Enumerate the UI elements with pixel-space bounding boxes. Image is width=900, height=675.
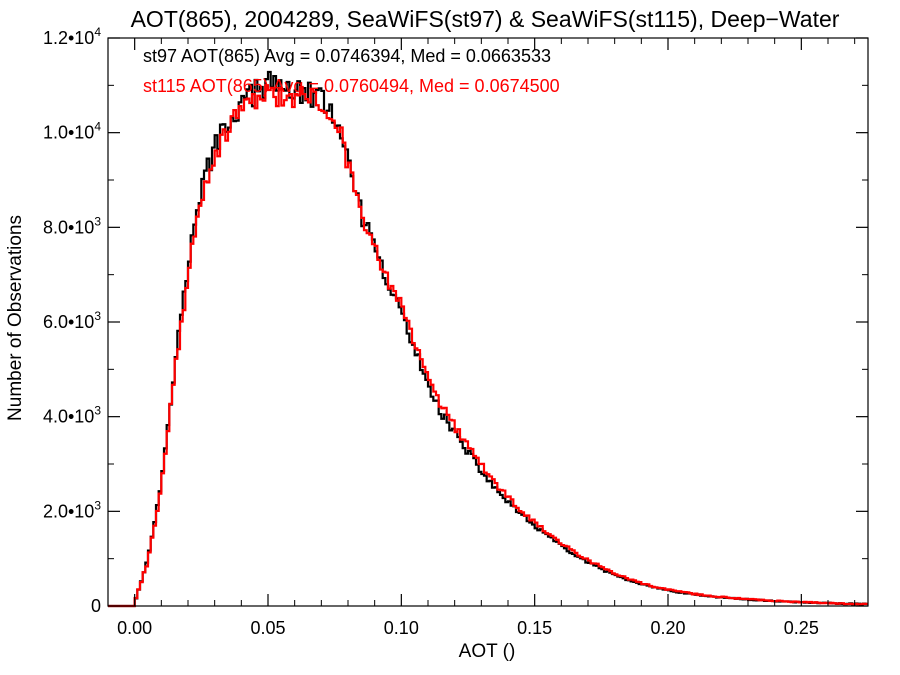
series-st115-histogram bbox=[108, 84, 868, 608]
y-tick-label: 8.0•103 bbox=[43, 214, 101, 237]
x-tick-label: 0.25 bbox=[784, 618, 819, 638]
y-tick-label: 1.2•104 bbox=[43, 25, 101, 48]
y-axis-label: Number of Observations bbox=[5, 215, 26, 421]
y-tick-label: 2.0•103 bbox=[43, 498, 101, 521]
x-tick-label: 0.00 bbox=[117, 618, 152, 638]
y-tick-label: 4.0•103 bbox=[43, 404, 101, 427]
annotation-st115: st115 AOT(865) Avg = 0.0760494, Med = 0.… bbox=[143, 76, 560, 96]
y-tick-label: 1.0•104 bbox=[43, 120, 101, 143]
annotation-st97: st97 AOT(865) Avg = 0.0746394, Med = 0.0… bbox=[143, 46, 551, 66]
x-tick-label: 0.10 bbox=[384, 618, 419, 638]
y-tick-label: 6.0•103 bbox=[43, 309, 101, 332]
chart-title: AOT(865), 2004289, SeaWiFS(st97) & SeaWi… bbox=[131, 6, 840, 32]
x-tick-label: 0.05 bbox=[250, 618, 285, 638]
x-tick-label: 0.20 bbox=[650, 618, 685, 638]
x-axis-label: AOT () bbox=[459, 641, 516, 662]
axes: 0.00 0.05 0.10 0.15 0.20 0.25 0 2.0•103 4.0•103 6… bbox=[43, 25, 868, 638]
y-tick-label: 0 bbox=[91, 596, 101, 616]
x-tick-label: 0.15 bbox=[517, 618, 552, 638]
plot-area bbox=[108, 70, 868, 608]
